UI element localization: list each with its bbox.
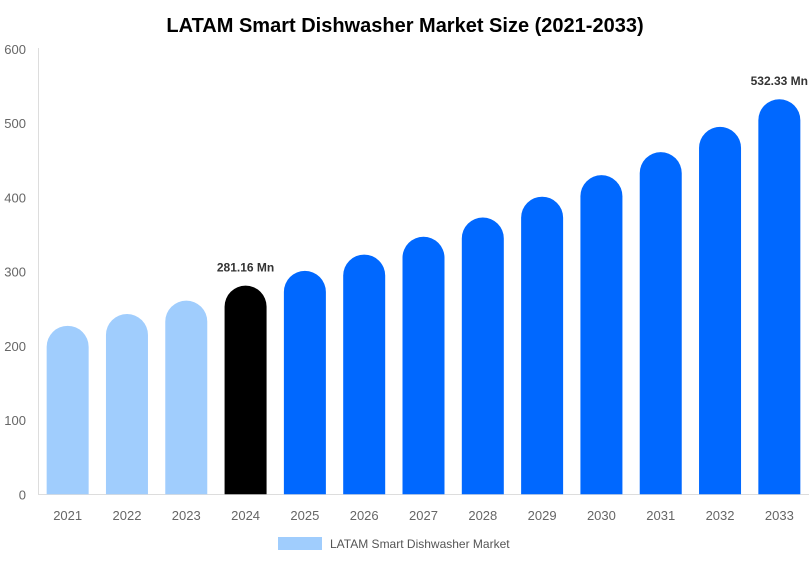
x-tick-label: 2021 (53, 508, 82, 523)
y-tick-label: 500 (4, 116, 26, 131)
y-tick-label: 200 (4, 339, 26, 354)
x-tick-label: 2025 (290, 508, 319, 523)
y-tick-label: 0 (19, 487, 26, 502)
y-tick-label: 400 (4, 190, 26, 205)
bar-2022[interactable] (105, 313, 148, 495)
x-tick-label: 2026 (350, 508, 379, 523)
bar-2031[interactable] (639, 152, 682, 495)
bar-2023[interactable] (165, 300, 208, 495)
y-tick-label: 100 (4, 413, 26, 428)
legend-swatch (278, 537, 322, 550)
legend-label: LATAM Smart Dishwasher Market (330, 537, 510, 551)
x-tick-label: 2032 (706, 508, 735, 523)
x-tick-label: 2031 (646, 508, 675, 523)
bar-2030[interactable] (580, 175, 623, 495)
y-tick-label: 600 (4, 42, 26, 57)
y-tick-label: 300 (4, 265, 26, 280)
data-label: 532.33 Mn (751, 74, 808, 88)
x-tick-label: 2029 (528, 508, 557, 523)
x-tick-label: 2022 (113, 508, 142, 523)
bar-2032[interactable] (699, 126, 742, 495)
data-label: 281.16 Mn (217, 261, 274, 275)
bar-2027[interactable] (402, 236, 445, 495)
x-tick-label: 2024 (231, 508, 260, 523)
x-tick-label: 2028 (468, 508, 497, 523)
x-tick-label: 2023 (172, 508, 201, 523)
bar-2033[interactable] (758, 99, 801, 495)
bar-2021[interactable] (46, 325, 89, 495)
bar-2029[interactable] (521, 196, 564, 495)
bar-2025[interactable] (283, 270, 326, 495)
chart-title: LATAM Smart Dishwasher Market Size (2021… (166, 15, 643, 37)
bar-2028[interactable] (461, 217, 504, 495)
x-tick-label: 2027 (409, 508, 438, 523)
x-tick-label: 2033 (765, 508, 794, 523)
bar-2026[interactable] (343, 254, 386, 495)
bar-2024[interactable] (224, 285, 267, 495)
x-tick-label: 2030 (587, 508, 616, 523)
legend[interactable]: LATAM Smart Dishwasher Market (278, 537, 510, 551)
